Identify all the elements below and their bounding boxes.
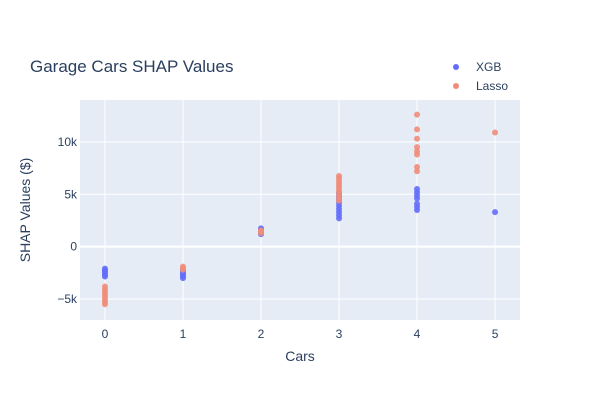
- legend-marker: [453, 64, 459, 70]
- data-point-xgb: [414, 186, 421, 193]
- data-point-lasso: [101, 301, 108, 308]
- data-point-lasso: [414, 148, 421, 155]
- chart-title: Garage Cars SHAP Values: [30, 57, 233, 76]
- data-point-lasso: [257, 227, 264, 234]
- legend-marker: [453, 83, 459, 89]
- y-axis-title: SHAP Values ($): [17, 158, 33, 263]
- data-point-lasso: [414, 144, 421, 151]
- x-tick-label: 5: [492, 327, 499, 341]
- data-point-lasso: [414, 111, 421, 118]
- data-point-xgb: [101, 273, 108, 280]
- data-point-lasso: [414, 168, 421, 175]
- data-point-xgb: [492, 209, 499, 216]
- legend-label: Lasso: [476, 79, 508, 93]
- x-tick-label: 3: [336, 327, 343, 341]
- data-point-lasso: [336, 172, 343, 179]
- data-points: [101, 111, 499, 308]
- tick-labels: 0 1 2 3 4 5 −5k 0 5k 10k: [57, 135, 498, 341]
- x-tick-label: 2: [258, 327, 265, 341]
- plot-area: [80, 100, 520, 320]
- y-tick-label: 10k: [58, 135, 78, 149]
- y-tick-label: 5k: [64, 187, 78, 201]
- x-tick-label: 0: [102, 327, 109, 341]
- x-tick-label: 4: [414, 327, 421, 341]
- legend-item-lasso[interactable]: Lasso: [453, 79, 508, 93]
- y-tick-label: −5k: [57, 292, 78, 306]
- data-point-lasso: [414, 126, 421, 133]
- legend[interactable]: XGB Lasso: [453, 60, 508, 93]
- data-point-xgb: [179, 275, 186, 282]
- legend-label: XGB: [476, 60, 501, 74]
- x-axis-title: Cars: [285, 348, 315, 364]
- data-point-lasso: [179, 266, 186, 273]
- data-point-lasso: [414, 135, 421, 142]
- legend-item-xgb[interactable]: XGB: [453, 60, 501, 74]
- data-point-lasso: [492, 129, 499, 136]
- y-tick-label: 0: [70, 240, 77, 254]
- data-point-xgb: [414, 200, 421, 207]
- data-point-lasso: [414, 164, 421, 171]
- x-tick-label: 1: [180, 327, 187, 341]
